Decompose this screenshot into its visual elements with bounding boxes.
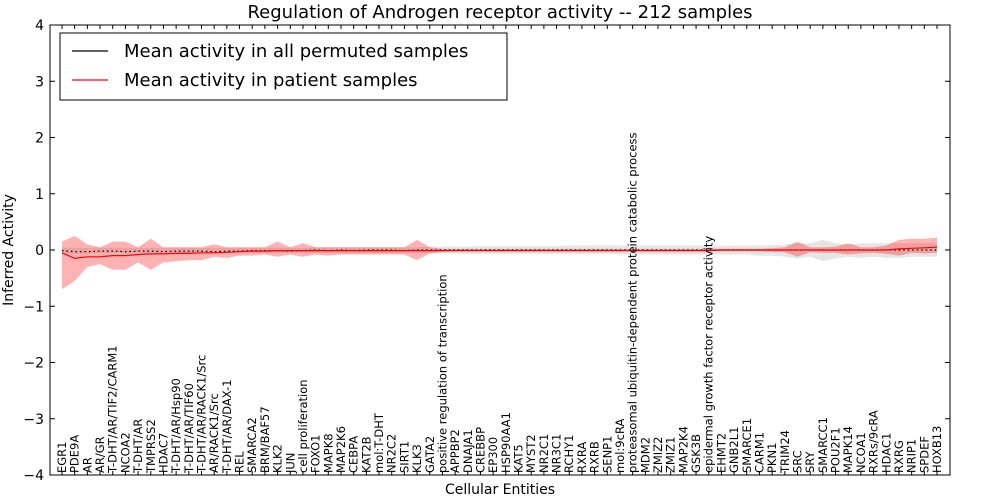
x-tick-label: MYST2 xyxy=(524,434,538,473)
x-tick-label: T-DHT/AR/TIF2/CARM1 xyxy=(106,345,120,474)
x-tick-label: positive regulation of transcription xyxy=(435,274,449,473)
x-tick-label: AR/RACK1/Src xyxy=(207,393,221,473)
x-tick-label: RXRB xyxy=(588,441,602,473)
x-tick-label: SENP1 xyxy=(600,436,614,473)
y-tick-label: −3 xyxy=(23,412,44,428)
x-tick-label: NR2C1 xyxy=(537,434,551,473)
x-tick-label: SRY xyxy=(803,450,817,473)
x-tick-label: T-DHT/AR/Hsp90 xyxy=(169,378,183,474)
x-tick-label: AR/GR xyxy=(93,436,107,473)
x-tick-label: HDAC7 xyxy=(156,433,170,473)
x-tick-label: PDE9A xyxy=(68,435,82,473)
x-tick-label: CREBBP xyxy=(474,427,488,473)
y-tick-label: 1 xyxy=(35,187,44,203)
x-tick-label: DNAJA1 xyxy=(461,429,475,473)
x-tick-label: RXRG xyxy=(892,440,906,473)
series-band-1 xyxy=(62,235,937,290)
x-axis-label: Cellular Entities xyxy=(445,482,555,498)
x-tick-label: NR2C2 xyxy=(385,434,399,473)
y-tick-label: −4 xyxy=(23,468,44,484)
x-tick-label: T-DHT/AR/TIF60 xyxy=(182,383,196,474)
x-tick-label: FOXO1 xyxy=(309,435,323,473)
x-tick-label: HOXB13 xyxy=(930,426,944,473)
x-tick-label: REL xyxy=(233,451,247,473)
x-tick-label: PKN1 xyxy=(765,443,779,473)
x-tick-label: MAP2K4 xyxy=(676,426,690,473)
x-tick-label: MAP2K6 xyxy=(334,426,348,473)
x-tick-label: GNB2L1 xyxy=(727,427,741,473)
x-tick-label: T-DHT/AR/DAX-1 xyxy=(220,379,234,474)
x-tick-label: cell proliferation xyxy=(296,379,310,473)
x-tick-label: HDAC1 xyxy=(879,433,893,473)
x-tick-label: EHMT2 xyxy=(714,433,728,473)
y-axis-label: Inferred Activity xyxy=(1,194,17,306)
x-tick-label: HSP90AA1 xyxy=(499,412,513,473)
x-tick-label: EGR1 xyxy=(55,442,69,474)
legend-label: Mean activity in patient samples xyxy=(124,70,418,91)
x-tick-label: POU2F1 xyxy=(829,427,843,473)
x-tick-label: BRM/BAF57 xyxy=(258,406,272,473)
x-tick-label: APPBP2 xyxy=(448,429,462,473)
x-tick-label: RCHY1 xyxy=(562,435,576,473)
x-tick-label: ZMIZ1 xyxy=(664,437,678,473)
x-tick-label: NR3C1 xyxy=(550,434,564,473)
x-tick-label: mol:9cRA xyxy=(613,419,627,473)
x-tick-label: KAT5 xyxy=(512,444,526,473)
series-line-1 xyxy=(61,246,938,260)
x-tick-label: NCOA1 xyxy=(854,432,868,473)
y-tick-label: 0 xyxy=(35,243,44,259)
x-tick-label: GATA2 xyxy=(423,436,437,473)
y-tick-label: −1 xyxy=(23,299,44,315)
x-tick-label: RXRA xyxy=(575,442,589,473)
x-tick-label: KLK3 xyxy=(410,444,424,473)
x-tick-label: mol:T-DHT xyxy=(372,412,386,473)
x-tick-label: ZMIZ2 xyxy=(651,437,665,473)
x-tick-label: proteasomal ubiquitin-dependent protein … xyxy=(626,132,640,473)
x-tick-label: TMPRSS2 xyxy=(144,419,158,474)
x-tick-label: SMARCA2 xyxy=(245,417,259,473)
x-tick-label: T-DHT/AR/RACK1/Src xyxy=(195,355,209,474)
x-tick-label: CARM1 xyxy=(753,432,767,473)
y-tick-label: 3 xyxy=(35,74,44,90)
x-tick-label: JUN xyxy=(283,453,297,474)
x-tick-label: EP300 xyxy=(486,437,500,473)
legend-box xyxy=(59,32,508,101)
x-tick-label: KLK2 xyxy=(271,444,285,473)
x-tick-label: SRC xyxy=(791,450,805,473)
x-tick-label: SMARCE1 xyxy=(740,418,754,473)
y-tick-label: 2 xyxy=(35,131,44,147)
y-tick-label: −2 xyxy=(23,356,44,372)
x-tick-label: TRIM24 xyxy=(778,430,792,474)
x-tick-label: GSK3B xyxy=(689,434,703,473)
x-tick-label: MDM2 xyxy=(638,437,652,473)
x-tick-label: SMARCC1 xyxy=(816,417,830,473)
x-tick-label: MAPK8 xyxy=(321,433,335,473)
x-tick-label: SPDEF xyxy=(917,436,931,473)
x-tick-label: NCOA2 xyxy=(118,432,132,473)
x-tick-label: CEBPA xyxy=(347,436,361,473)
x-tick-label: T-DHT/AR xyxy=(131,419,145,474)
chart-title: Regulation of Androgen receptor activity… xyxy=(247,2,752,23)
x-tick-label: NRIP1 xyxy=(905,439,919,473)
x-tick-label: KAT2B xyxy=(359,436,373,473)
x-tick-label: RXRs/9cRA xyxy=(867,410,881,473)
x-tick-label: AR xyxy=(80,457,94,473)
x-tick-label: SIRT1 xyxy=(397,441,411,473)
legend-label: Mean activity in all permuted samples xyxy=(124,41,468,62)
x-tick-label: epidermal growth factor receptor activit… xyxy=(702,236,716,473)
x-tick-label: MAPK14 xyxy=(841,426,855,473)
y-tick-label: 4 xyxy=(35,18,44,34)
